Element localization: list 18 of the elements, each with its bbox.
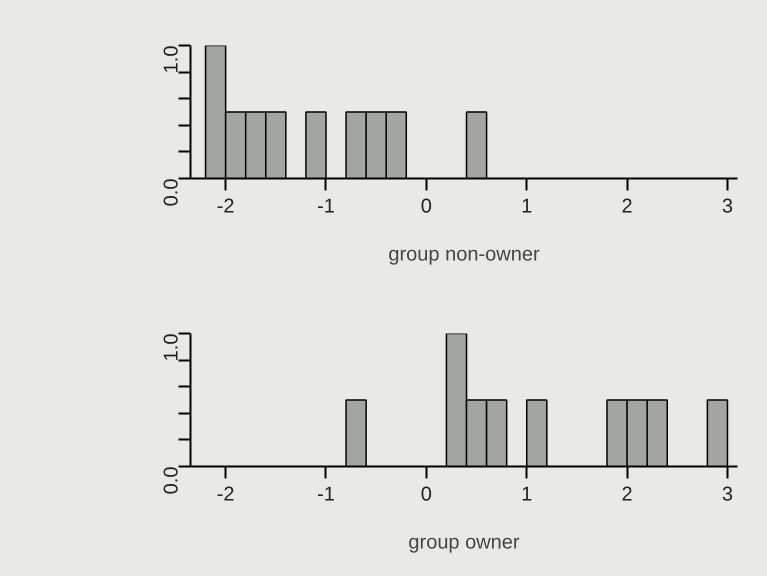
- x-axis-title: group non-owner: [388, 244, 540, 266]
- x-tick-label: 2: [622, 484, 633, 506]
- x-tick-label: 0: [420, 484, 432, 506]
- y-tick-label: 0.0: [160, 466, 182, 494]
- x-tick-label: 1: [521, 484, 532, 506]
- x-axis-title: group owner: [408, 532, 520, 554]
- x-tick-label: 3: [722, 484, 734, 506]
- x-tick-label: -1: [317, 484, 335, 506]
- x-tick-label: 3: [722, 196, 734, 218]
- x-tick-label: 0: [420, 196, 432, 218]
- x-tick-label: -1: [317, 196, 335, 218]
- x-tick-label: -2: [216, 484, 235, 506]
- x-tick-label: 1: [521, 196, 532, 218]
- y-tick-label: 1.0: [160, 333, 182, 362]
- x-tick-label: -2: [216, 196, 235, 218]
- y-tick-label: 1.0: [160, 45, 182, 74]
- y-tick-label: 0.0: [160, 178, 182, 206]
- x-tick-label: 2: [622, 196, 633, 218]
